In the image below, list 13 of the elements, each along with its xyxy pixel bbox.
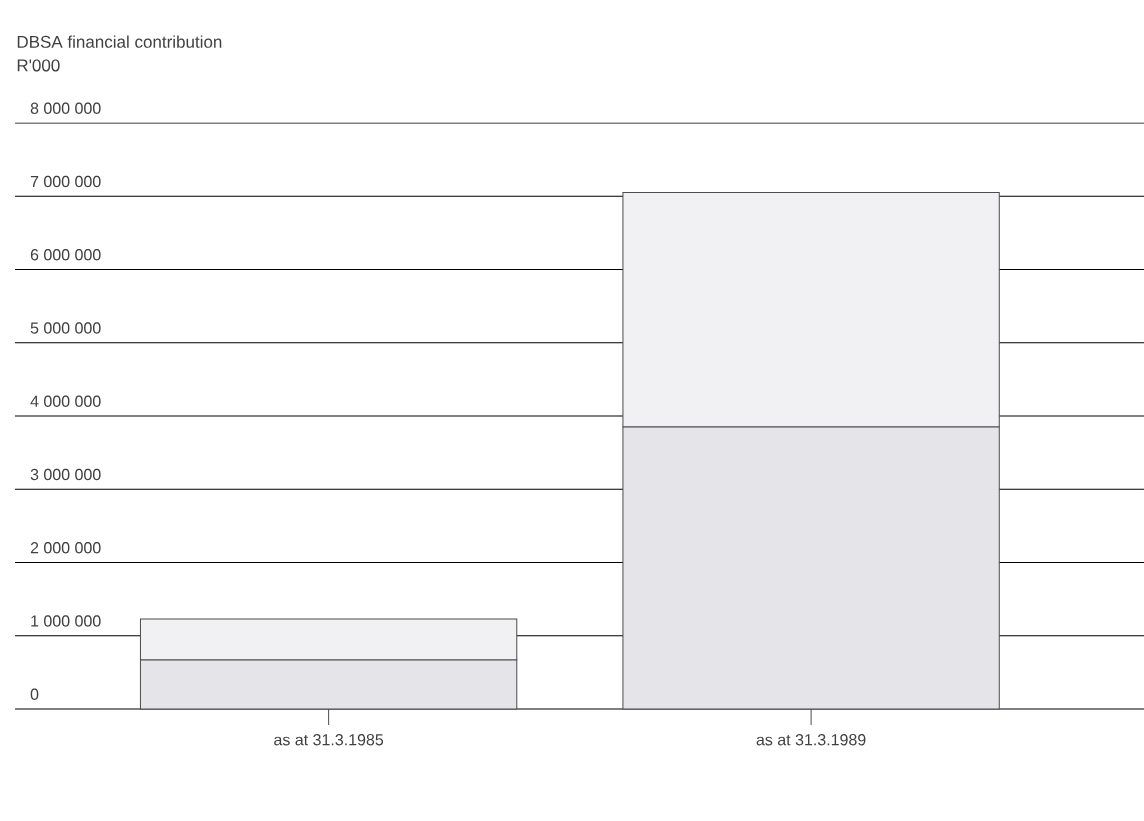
y-axis-title: R'000: [17, 59, 60, 72]
chart-title: DBSA financial contribution: [17, 35, 222, 48]
y-tick-label: 3 000 000: [30, 468, 101, 481]
y-tick-label: 8 000 000: [30, 102, 101, 114]
y-tick-label: 5 000 000: [30, 322, 101, 334]
y-tick-label: 0: [30, 688, 39, 700]
y-tick-label: 6 000 000: [30, 249, 101, 261]
y-tick-label: 2 000 000: [30, 542, 101, 554]
x-tick-label: as at 31.3.1985: [274, 734, 384, 746]
y-tick-label: 7 000 000: [30, 175, 101, 188]
y-tick-label: 4 000 000: [30, 395, 101, 407]
y-tick-label: 1 000 000: [31, 615, 101, 627]
x-tick-label: as at 31.3.1989: [756, 734, 866, 746]
